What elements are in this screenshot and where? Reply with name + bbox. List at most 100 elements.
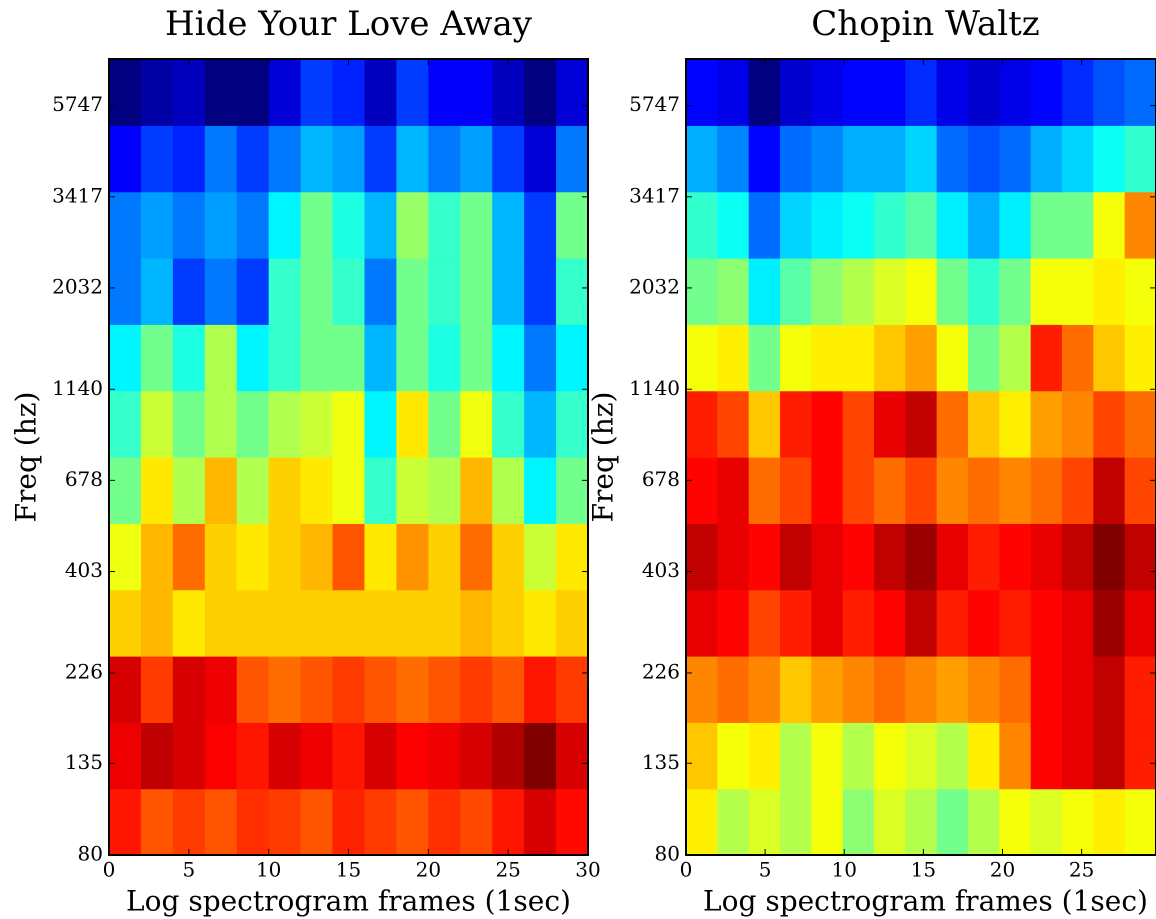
heatmap-cell bbox=[204, 59, 238, 126]
heatmap-cell bbox=[268, 59, 302, 126]
heatmap-cell bbox=[686, 788, 718, 856]
heatmap-cell bbox=[492, 191, 525, 259]
heatmap-cell bbox=[109, 722, 142, 790]
heatmap-cell bbox=[204, 390, 238, 458]
heatmap-cell bbox=[172, 191, 206, 259]
heatmap-cell bbox=[842, 457, 875, 524]
heatmap-cell bbox=[999, 589, 1032, 657]
heatmap-cell bbox=[686, 191, 718, 259]
heatmap-cell bbox=[968, 324, 1000, 392]
heatmap-cell bbox=[905, 191, 938, 259]
heatmap-cell bbox=[556, 523, 589, 591]
heatmap-cell bbox=[1124, 457, 1156, 524]
heatmap-cell bbox=[524, 59, 557, 126]
heatmap-cell bbox=[686, 457, 718, 524]
heatmap-cell bbox=[268, 788, 302, 856]
heatmap-cell bbox=[968, 457, 1000, 524]
heatmap-cell bbox=[968, 788, 1000, 856]
heatmap-cell bbox=[1030, 457, 1063, 524]
heatmap-cell bbox=[1062, 390, 1094, 458]
heatmap-cell bbox=[492, 390, 525, 458]
heatmap-cell bbox=[874, 258, 906, 325]
heatmap-cell bbox=[428, 324, 461, 392]
heatmap-cell bbox=[717, 258, 750, 325]
heatmap-cell bbox=[905, 523, 938, 591]
heatmap-cell bbox=[842, 324, 875, 392]
x-axis-label: Log spectrogram frames (1sec) bbox=[703, 885, 1148, 918]
heatmap-cell bbox=[968, 589, 1000, 657]
y-tick-label: 1140 bbox=[629, 376, 680, 400]
heatmap-cell bbox=[1124, 390, 1156, 458]
heatmap-cell bbox=[556, 324, 589, 392]
heatmap-cell bbox=[874, 457, 906, 524]
heatmap-cell bbox=[460, 125, 493, 193]
heatmap-cell bbox=[1062, 258, 1094, 325]
heatmap-cell bbox=[999, 324, 1032, 392]
heatmap-cell bbox=[842, 589, 875, 657]
heatmap-cell bbox=[968, 125, 1000, 193]
heatmap-cell bbox=[204, 457, 238, 524]
heatmap-cell bbox=[1030, 589, 1063, 657]
heatmap-cell bbox=[140, 656, 174, 723]
heatmap-cell bbox=[717, 523, 750, 591]
x-tick-label: 20 bbox=[990, 858, 1015, 882]
heatmap-cell bbox=[999, 59, 1032, 126]
x-tick-label: 0 bbox=[103, 858, 116, 882]
heatmap-cell bbox=[780, 191, 812, 259]
heatmap-cell bbox=[428, 523, 461, 591]
x-tick-label: 5 bbox=[182, 858, 195, 882]
heatmap-cell bbox=[460, 258, 493, 325]
y-tick-label: 226 bbox=[642, 659, 680, 683]
heatmap-cell bbox=[936, 523, 969, 591]
heatmap-cell bbox=[936, 324, 969, 392]
heatmap-cell bbox=[492, 59, 525, 126]
heatmap-cell bbox=[874, 722, 906, 790]
heatmap-cell bbox=[1093, 457, 1126, 524]
heatmap-cell bbox=[1062, 125, 1094, 193]
heatmap-cell bbox=[905, 457, 938, 524]
heatmap-cell bbox=[396, 191, 429, 259]
heatmap-cell bbox=[236, 191, 270, 259]
heatmap-cell bbox=[332, 788, 366, 856]
heatmap-cell bbox=[109, 656, 142, 723]
heatmap-cell bbox=[717, 324, 750, 392]
y-tick-label: 403 bbox=[642, 558, 680, 582]
heatmap-cell bbox=[364, 258, 397, 325]
x-tick-label: 10 bbox=[256, 858, 281, 882]
y-axis-label: Freq (hz) bbox=[10, 392, 43, 523]
heatmap-cell bbox=[428, 191, 461, 259]
heatmap-cell bbox=[1124, 722, 1156, 790]
heatmap-cell bbox=[172, 390, 206, 458]
heatmap-cell bbox=[460, 457, 493, 524]
y-tick-label: 1140 bbox=[52, 376, 103, 400]
heatmap bbox=[109, 59, 589, 856]
heatmap-cell bbox=[428, 125, 461, 193]
heatmap-cell bbox=[842, 523, 875, 591]
y-tick-label: 678 bbox=[642, 467, 680, 491]
heatmap-cell bbox=[780, 457, 812, 524]
heatmap-cell bbox=[140, 457, 174, 524]
heatmap-cell bbox=[460, 656, 493, 723]
heatmap-cell bbox=[936, 722, 969, 790]
heatmap-cell bbox=[268, 457, 302, 524]
heatmap-cell bbox=[811, 656, 844, 723]
heatmap-cell bbox=[524, 390, 557, 458]
heatmap-cell bbox=[999, 390, 1032, 458]
heatmap-cell bbox=[1124, 324, 1156, 392]
heatmap-cell bbox=[492, 589, 525, 657]
heatmap-cell bbox=[300, 59, 334, 126]
heatmap-cell bbox=[109, 390, 142, 458]
y-tick-label: 80 bbox=[78, 842, 103, 866]
y-tick-label: 403 bbox=[65, 558, 103, 582]
x-tick-label: 15 bbox=[911, 858, 936, 882]
heatmap-cell bbox=[300, 722, 334, 790]
heatmap-cell bbox=[1093, 523, 1126, 591]
heatmap-cell bbox=[905, 59, 938, 126]
heatmap-cell bbox=[1062, 324, 1094, 392]
heatmap-cell bbox=[936, 191, 969, 259]
heatmap-cell bbox=[1124, 788, 1156, 856]
heatmap-cell bbox=[811, 258, 844, 325]
heatmap-cell bbox=[748, 457, 781, 524]
heatmap-cell bbox=[1093, 258, 1126, 325]
